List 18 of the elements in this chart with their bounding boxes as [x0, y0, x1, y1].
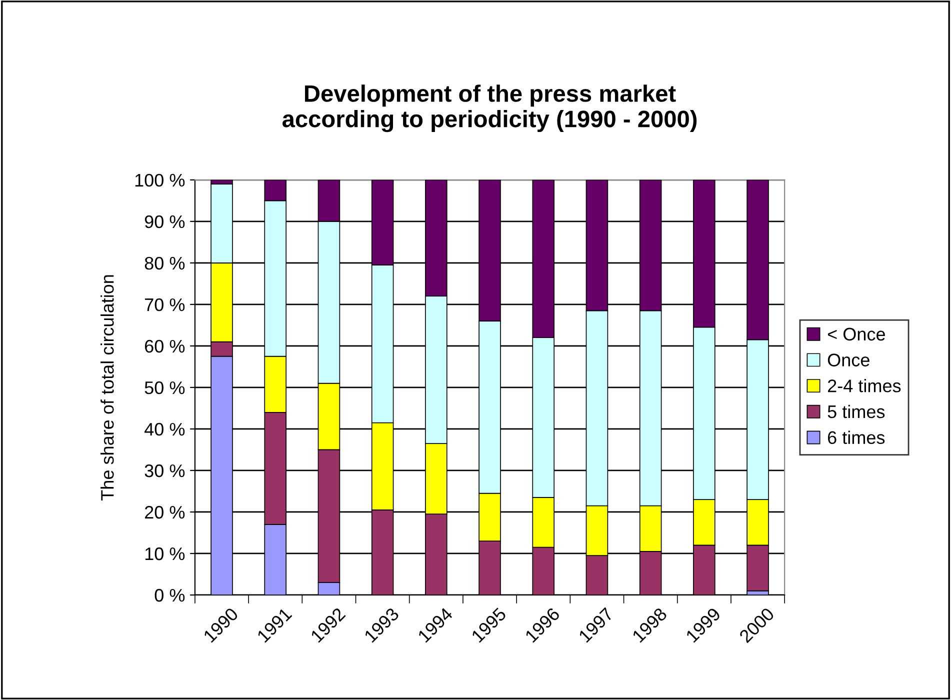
y-tick-label: 0 % — [154, 588, 185, 602]
legend-label: 5 times — [828, 404, 885, 418]
y-tick-label: 60 % — [144, 340, 185, 353]
y-axis-title: The share of total circulation — [100, 275, 114, 500]
y-tick-label: 100 % — [135, 174, 185, 187]
legend-label: 6 times — [828, 430, 885, 444]
legend-label: < Once — [828, 328, 885, 341]
legend-label: Once — [828, 354, 870, 366]
y-tick-label: 50 % — [144, 381, 185, 394]
y-tick-label: 20 % — [144, 506, 185, 519]
y-tick-label: 90 % — [144, 215, 185, 228]
y-tick-label: 40 % — [144, 422, 185, 436]
legend-label: 2-4 times — [828, 379, 901, 392]
y-tick-label: 70 % — [145, 298, 185, 312]
y-tick-label: 30 % — [144, 464, 185, 478]
y-tick-label: 80 % — [144, 256, 185, 270]
y-tick-label: 10 % — [145, 547, 185, 560]
chart-title: Development of the press market according to periodicity (1990 - 2000) — [282, 84, 697, 132]
